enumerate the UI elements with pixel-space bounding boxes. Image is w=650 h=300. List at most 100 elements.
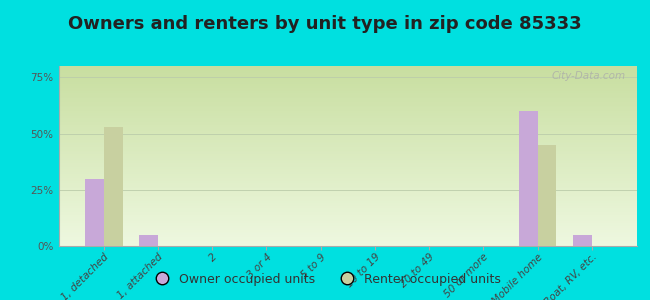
Bar [58, 142, 637, 143]
Bar [58, 125, 637, 127]
Bar [58, 224, 637, 226]
Bar [58, 174, 637, 176]
Bar [58, 89, 637, 91]
Bar [58, 136, 637, 138]
Bar [58, 100, 637, 102]
Bar [58, 185, 637, 187]
Bar [58, 134, 637, 136]
Bar [58, 80, 637, 82]
Bar [58, 187, 637, 188]
Bar [538, 145, 556, 246]
Bar [58, 176, 637, 178]
Bar [58, 196, 637, 197]
Bar [58, 158, 637, 160]
Bar [58, 199, 637, 201]
Bar [58, 118, 637, 120]
Bar [58, 143, 637, 145]
Bar [58, 147, 637, 149]
Bar [58, 181, 637, 183]
Bar [58, 79, 637, 80]
Bar [58, 115, 637, 116]
Bar [58, 212, 637, 214]
Bar [58, 226, 637, 228]
Bar [58, 223, 637, 224]
Bar [58, 169, 637, 170]
Bar [58, 75, 637, 77]
Bar [58, 82, 637, 84]
Bar [58, 151, 637, 152]
Bar [139, 235, 158, 246]
Bar [58, 210, 637, 212]
Bar [519, 111, 538, 246]
Legend: Owner occupied units, Renter occupied units: Owner occupied units, Renter occupied un… [144, 268, 506, 291]
Bar [58, 194, 637, 196]
Bar [58, 203, 637, 205]
Bar [58, 228, 637, 230]
Bar [58, 205, 637, 206]
Bar [58, 104, 637, 106]
Bar [58, 111, 637, 113]
Bar [58, 122, 637, 124]
Bar [58, 86, 637, 88]
Bar [58, 116, 637, 118]
Bar [58, 244, 637, 246]
Bar [58, 197, 637, 199]
Bar [58, 66, 637, 68]
Bar [58, 154, 637, 156]
Bar [104, 127, 123, 246]
Bar [58, 172, 637, 174]
Bar [58, 178, 637, 179]
Bar [58, 241, 637, 242]
Bar [84, 178, 104, 246]
Bar [58, 95, 637, 97]
Bar [58, 107, 637, 109]
Bar [58, 88, 637, 89]
Bar [58, 109, 637, 111]
Bar [58, 120, 637, 122]
Bar [58, 214, 637, 215]
Bar [58, 152, 637, 154]
Bar [58, 138, 637, 140]
Bar [58, 113, 637, 115]
Bar [58, 106, 637, 107]
Text: City-Data.com: City-Data.com [551, 71, 625, 81]
Bar [58, 156, 637, 158]
Bar [58, 131, 637, 133]
Bar [58, 161, 637, 163]
Bar [58, 219, 637, 221]
Bar [58, 192, 637, 194]
Bar [58, 183, 637, 185]
Bar [58, 221, 637, 223]
Bar [58, 102, 637, 104]
Bar [58, 77, 637, 79]
Bar [58, 124, 637, 125]
Bar [58, 91, 637, 93]
Bar [58, 93, 637, 95]
Bar [58, 140, 637, 142]
Bar [58, 73, 637, 75]
Bar [58, 179, 637, 181]
Bar [58, 206, 637, 208]
Bar [58, 242, 637, 244]
Bar [58, 68, 637, 70]
Bar [573, 235, 592, 246]
Bar [58, 237, 637, 239]
Bar [58, 84, 637, 86]
Bar [58, 215, 637, 217]
Bar [58, 127, 637, 129]
Bar [58, 97, 637, 98]
Bar [58, 217, 637, 219]
Text: Owners and renters by unit type in zip code 85333: Owners and renters by unit type in zip c… [68, 15, 582, 33]
Bar [58, 133, 637, 134]
Bar [58, 149, 637, 151]
Bar [58, 188, 637, 190]
Bar [58, 160, 637, 161]
Bar [58, 129, 637, 131]
Bar [58, 233, 637, 235]
Bar [58, 71, 637, 73]
Bar [58, 232, 637, 233]
Bar [58, 235, 637, 237]
Bar [58, 145, 637, 147]
Bar [58, 167, 637, 169]
Bar [58, 70, 637, 71]
